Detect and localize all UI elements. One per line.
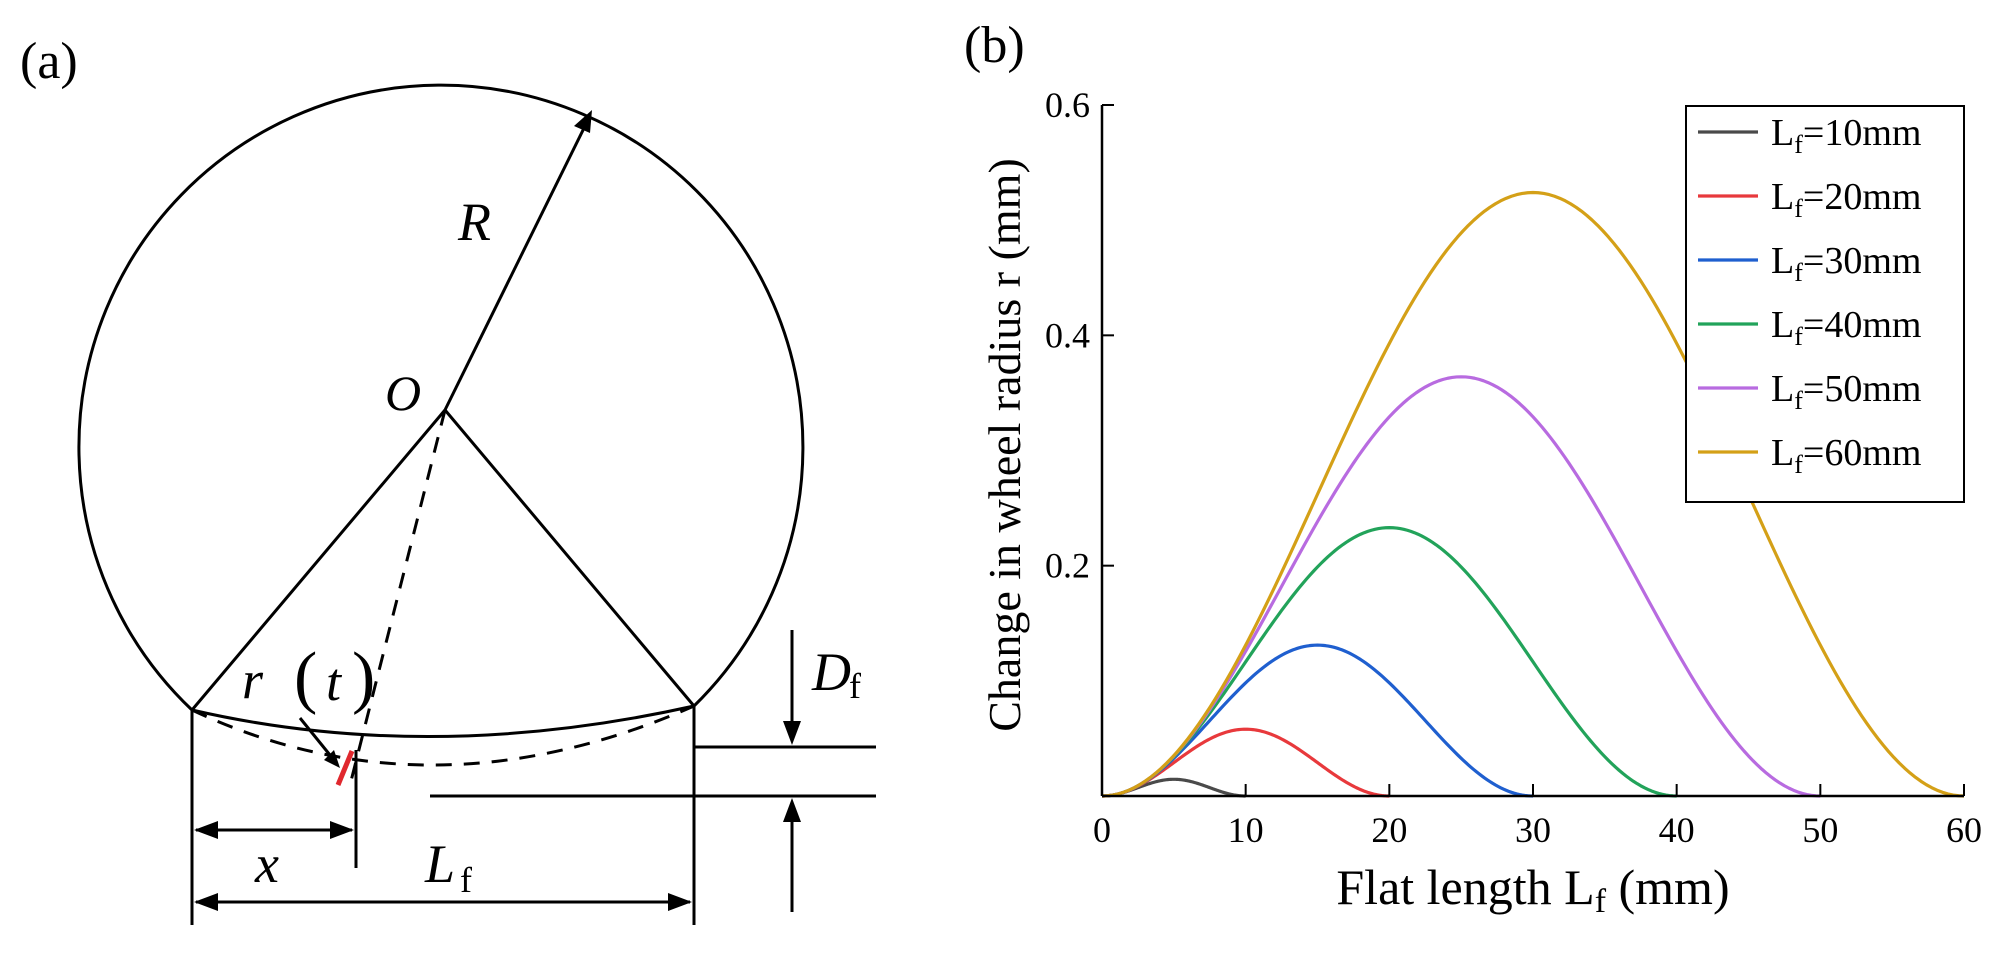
- x-tick-label: 10: [1228, 810, 1264, 850]
- label-df-sub: f: [849, 666, 861, 706]
- plot-curves: [1101, 190, 1965, 798]
- legend-label-5: Lf=60mm: [1771, 432, 1921, 479]
- wheel-circle: [77, 83, 805, 712]
- legend-items: Lf=10mm Lf=20mm Lf=30mm Lf=40mm Lf=50mm Lf=60…: [1698, 112, 1921, 479]
- x-axis-title: Flat length Lf (mm): [1336, 859, 1729, 920]
- label-t: t: [326, 652, 343, 712]
- label-lf: L: [424, 834, 455, 894]
- legend: Lf=10mm Lf=20mm Lf=30mm Lf=40mm Lf=50mm Lf=60…: [1685, 105, 1965, 503]
- label-x: x: [254, 834, 279, 894]
- legend-label-3: Lf=40mm: [1771, 304, 1921, 351]
- series-line-2: [1101, 643, 1534, 798]
- df-arrowhead-bottom: [783, 798, 801, 822]
- legend-label-2: Lf=30mm: [1771, 240, 1921, 287]
- label-df: D: [811, 642, 851, 702]
- x-tick-label: 0: [1093, 810, 1111, 850]
- x-arrowhead-right: [330, 821, 354, 839]
- x-axis-title-unit: (mm): [1606, 859, 1730, 915]
- label-lf-sub: f: [460, 860, 472, 900]
- flat-chord: [191, 704, 695, 739]
- panel-b-label: (b): [964, 17, 1025, 74]
- x-tick-label: 60: [1946, 810, 1982, 850]
- x-tick-label: 30: [1515, 810, 1551, 850]
- legend-box: [1685, 105, 1965, 503]
- r-pointer-arrow: [298, 717, 336, 761]
- x-ticks: 0 10 20 30 40 50 60: [1093, 784, 1982, 850]
- series-line-5: [1101, 190, 1965, 798]
- lf-arrowhead-left: [194, 893, 218, 911]
- radius-change-chart: (b) 0 10 20 30 40 50 60 0.2 0.4 0.6 Flat length …: [964, 17, 1982, 920]
- x-tick-label: 20: [1371, 810, 1407, 850]
- legend-label-0: Lf=10mm: [1771, 112, 1921, 159]
- y-axis-title: Change in wheel radius r (mm): [979, 158, 1030, 732]
- radius-line-dashed: [348, 409, 447, 786]
- r-pointer-arrowhead: [324, 750, 340, 768]
- legend-label-1: Lf=20mm: [1771, 176, 1921, 223]
- label-r-paren-close: ): [352, 639, 375, 716]
- x-tick-label: 40: [1659, 810, 1695, 850]
- original-profile-dashed: [191, 704, 695, 767]
- y-ticks: 0.2 0.4 0.6: [1045, 85, 1114, 586]
- radius-R-arrow: [443, 121, 589, 411]
- radius-R-arrowhead: [574, 110, 592, 133]
- y-tick-label: 0.2: [1045, 546, 1090, 586]
- series-line-3: [1101, 526, 1677, 798]
- legend-label-4: Lf=50mm: [1771, 368, 1921, 415]
- df-arrowhead-top: [783, 721, 801, 745]
- x-tick-label: 50: [1802, 810, 1838, 850]
- radius-line-right: [443, 409, 696, 707]
- x-axis-title-main: Flat length L: [1336, 859, 1594, 915]
- lf-arrowhead-right: [668, 893, 692, 911]
- x-arrowhead-left: [194, 821, 218, 839]
- panel-a-label: (a): [20, 33, 78, 90]
- label-O: O: [385, 365, 421, 421]
- y-tick-label: 0.6: [1045, 85, 1090, 125]
- label-R: R: [457, 192, 491, 252]
- label-r-paren-open: (: [294, 639, 317, 716]
- wheel-flat-diagram: (a): [20, 33, 876, 925]
- y-tick-label: 0.4: [1045, 315, 1090, 355]
- label-r: r: [242, 650, 264, 710]
- radius-line-left: [190, 409, 447, 711]
- x-axis-title-sub: f: [1595, 883, 1607, 920]
- radius-change-segment: [335, 750, 355, 786]
